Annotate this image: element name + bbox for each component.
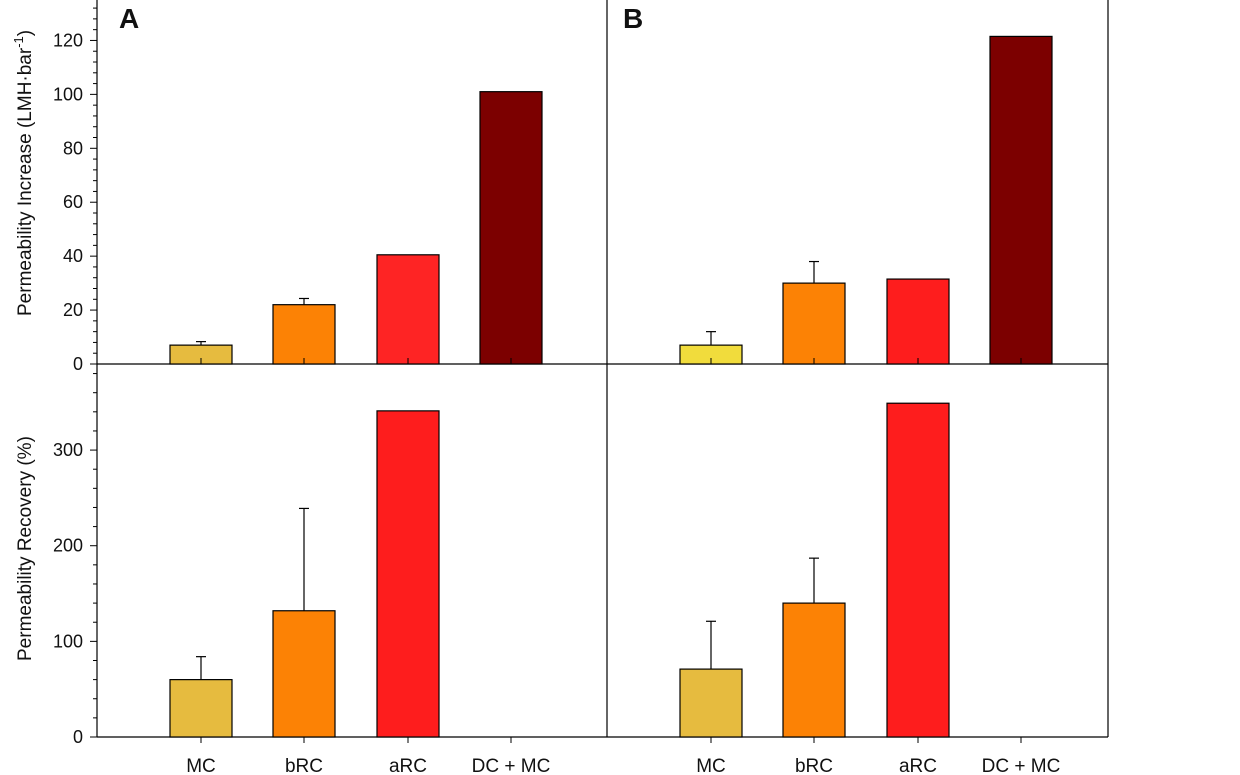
y-axis-title-permeability-increase: Permeability Increase (LMH·bar-1)	[11, 30, 36, 316]
bar-a-arc	[376, 254, 440, 365]
y-tick-label: 100	[53, 631, 83, 651]
x-category-label: bRC	[795, 756, 833, 775]
y-tick-label: 60	[63, 192, 83, 212]
y-axis-title-permeability-recovery: Permeability Recovery (%)	[15, 436, 36, 661]
x-category-label: MC	[186, 756, 216, 775]
x-category-label: aRC	[899, 756, 937, 775]
bar-b-mc	[679, 668, 743, 738]
panel-label-a: A	[119, 3, 139, 34]
y-axis-title-superscript: -1	[11, 36, 26, 48]
y-tick-label: 80	[63, 138, 83, 158]
y-tick-label: 200	[53, 536, 83, 556]
y-axis-title-main: Permeability Increase (LMH·bar	[15, 47, 36, 316]
y-tick-label: 0	[73, 727, 83, 747]
bar-a-dcmc	[479, 91, 543, 365]
y-tick-label: 0	[73, 354, 83, 374]
y-tick-label: 100	[53, 84, 83, 104]
x-category-label: DC + MC	[472, 756, 551, 775]
bar-a-brc	[272, 610, 336, 738]
bar-b-arc	[886, 402, 950, 738]
y-tick-label: 300	[53, 440, 83, 460]
y-tick-label: 20	[63, 300, 83, 320]
x-category-label: aRC	[389, 756, 427, 775]
panel-label-b: B	[623, 3, 643, 34]
x-category-label: bRC	[285, 756, 323, 775]
bar-b-arc	[886, 278, 950, 365]
x-category-label: MC	[696, 756, 726, 775]
bar-a-arc	[376, 410, 440, 738]
y-tick-label: 40	[63, 246, 83, 266]
y-axis-title-close: )	[15, 30, 36, 36]
bar-b-brc	[782, 602, 846, 738]
bar-b-brc	[782, 282, 846, 365]
bar-b-dcmc	[989, 35, 1053, 365]
bar-a-brc	[272, 304, 336, 365]
bar-a-mc	[169, 679, 233, 738]
y-tick-label: 120	[53, 30, 83, 50]
x-category-label: DC + MC	[982, 756, 1061, 775]
